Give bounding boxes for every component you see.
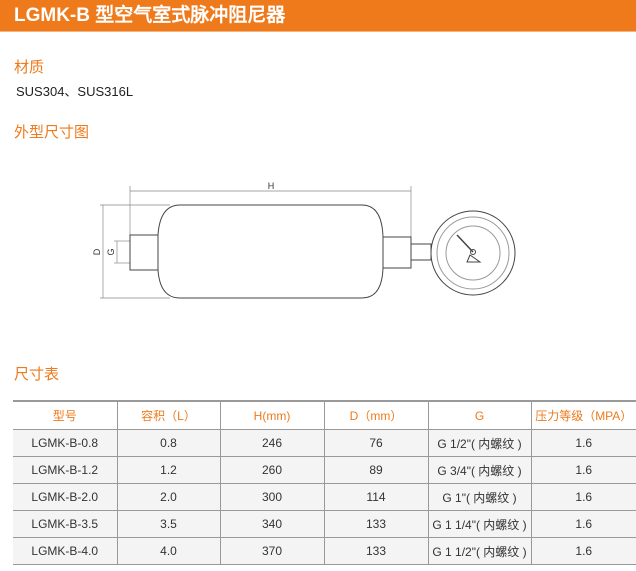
table-heading: 尺寸表 bbox=[14, 366, 60, 383]
table-row: LGMK-B-3.5 3.5 340 133 G 1 1/4"( 内螺纹 ) 1.6 bbox=[13, 510, 636, 538]
col-h: H(mm) bbox=[220, 401, 325, 430]
outlet-neck bbox=[382, 236, 412, 269]
table-cell: 1.2 bbox=[117, 456, 221, 484]
col-g: G bbox=[428, 401, 532, 430]
table-cell: 370 bbox=[220, 537, 325, 565]
col-d: D（mm） bbox=[324, 401, 429, 430]
label-d: D bbox=[92, 248, 102, 255]
table-cell: 114 bbox=[324, 483, 429, 511]
table-cell: 0.8 bbox=[117, 429, 221, 457]
table-cell: 76 bbox=[324, 429, 429, 457]
pressure-gauge bbox=[430, 210, 516, 296]
table-cell: 300 bbox=[220, 483, 325, 511]
table-row: LGMK-B-0.8 0.8 246 76 G 1/2"( 内螺纹 ) 1.6 bbox=[13, 429, 636, 457]
table-cell: 2.0 bbox=[117, 483, 221, 511]
table-cell: G 1 1/2"( 内螺纹 ) bbox=[428, 537, 532, 565]
table-cell: 1.6 bbox=[575, 436, 593, 450]
table-cell: 133 bbox=[324, 510, 429, 538]
table-cell: G 1 1/4"( 内螺纹 ) bbox=[428, 510, 532, 538]
table-row: LGMK-B-2.0 2.0 300 114 G 1"( 内螺纹 ) 1.6 bbox=[13, 483, 636, 511]
table-cell: 340 bbox=[220, 510, 325, 538]
material-heading: 材质 bbox=[14, 59, 45, 76]
inlet-neck bbox=[129, 234, 159, 271]
table-cell: 89 bbox=[324, 456, 429, 484]
table-cell: 260 bbox=[220, 456, 325, 484]
gauge-needle bbox=[456, 234, 474, 253]
table-cell: 3.5 bbox=[117, 510, 221, 538]
table-cell: 1.6 bbox=[575, 544, 593, 558]
table-cell: 1.6 bbox=[575, 517, 593, 531]
drawing-heading: 外型尺寸图 bbox=[14, 124, 90, 141]
table-cell: G 1"( 内螺纹 ) bbox=[428, 483, 532, 511]
damper-drawing: H D G bbox=[92, 181, 516, 299]
table-cell: LGMK-B-3.5 bbox=[13, 510, 118, 538]
table-cell: G 1/2"( 内螺纹 ) bbox=[428, 429, 532, 457]
dimension-lines bbox=[100, 186, 412, 299]
gauge-fitting bbox=[410, 243, 432, 261]
col-model: 型号 bbox=[13, 401, 118, 430]
table-cell: 4.0 bbox=[117, 537, 221, 565]
table-cell: 1.6 bbox=[575, 463, 593, 477]
table-cell: LGMK-B-0.8 bbox=[13, 429, 118, 457]
size-table: 型号 容积（L） H(mm) D（mm） G 压力等级（MPA） LGMK-B-… bbox=[13, 400, 636, 565]
page-title: LGMK-B 型空气室式脉冲阻尼器 bbox=[0, 0, 636, 32]
table-cell: 1.6 bbox=[575, 490, 593, 504]
table-cell: LGMK-B-4.0 bbox=[13, 537, 118, 565]
col-volume: 容积（L） bbox=[117, 401, 221, 430]
table-cell: LGMK-B-1.2 bbox=[13, 456, 118, 484]
label-g: G bbox=[106, 248, 116, 255]
material-value: SUS304、SUS316L bbox=[16, 84, 134, 99]
table-cell: 133 bbox=[324, 537, 429, 565]
col-pressure: 压力等级（MPA） bbox=[535, 409, 633, 423]
table-row: LGMK-B-1.2 1.2 260 89 G 3/4"( 内螺纹 ) 1.6 bbox=[13, 456, 636, 484]
table-cell: G 3/4"( 内螺纹 ) bbox=[428, 456, 532, 484]
label-h: H bbox=[268, 181, 275, 191]
table-cell: LGMK-B-2.0 bbox=[13, 483, 118, 511]
table-cell: 246 bbox=[220, 429, 325, 457]
vessel-body bbox=[157, 204, 384, 299]
table-header-row: 型号 容积（L） H(mm) D（mm） G 压力等级（MPA） bbox=[13, 401, 636, 430]
table-row: LGMK-B-4.0 4.0 370 133 G 1 1/2"( 内螺纹 ) 1.6 bbox=[13, 537, 636, 565]
